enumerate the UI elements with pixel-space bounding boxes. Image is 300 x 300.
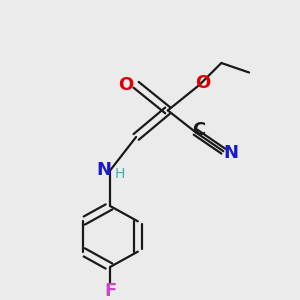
Text: F: F: [104, 281, 116, 299]
Text: C: C: [192, 121, 205, 139]
Text: N: N: [96, 161, 111, 179]
Text: N: N: [224, 144, 239, 162]
Text: O: O: [195, 74, 210, 92]
Text: O: O: [118, 76, 134, 94]
Text: H: H: [115, 167, 125, 181]
